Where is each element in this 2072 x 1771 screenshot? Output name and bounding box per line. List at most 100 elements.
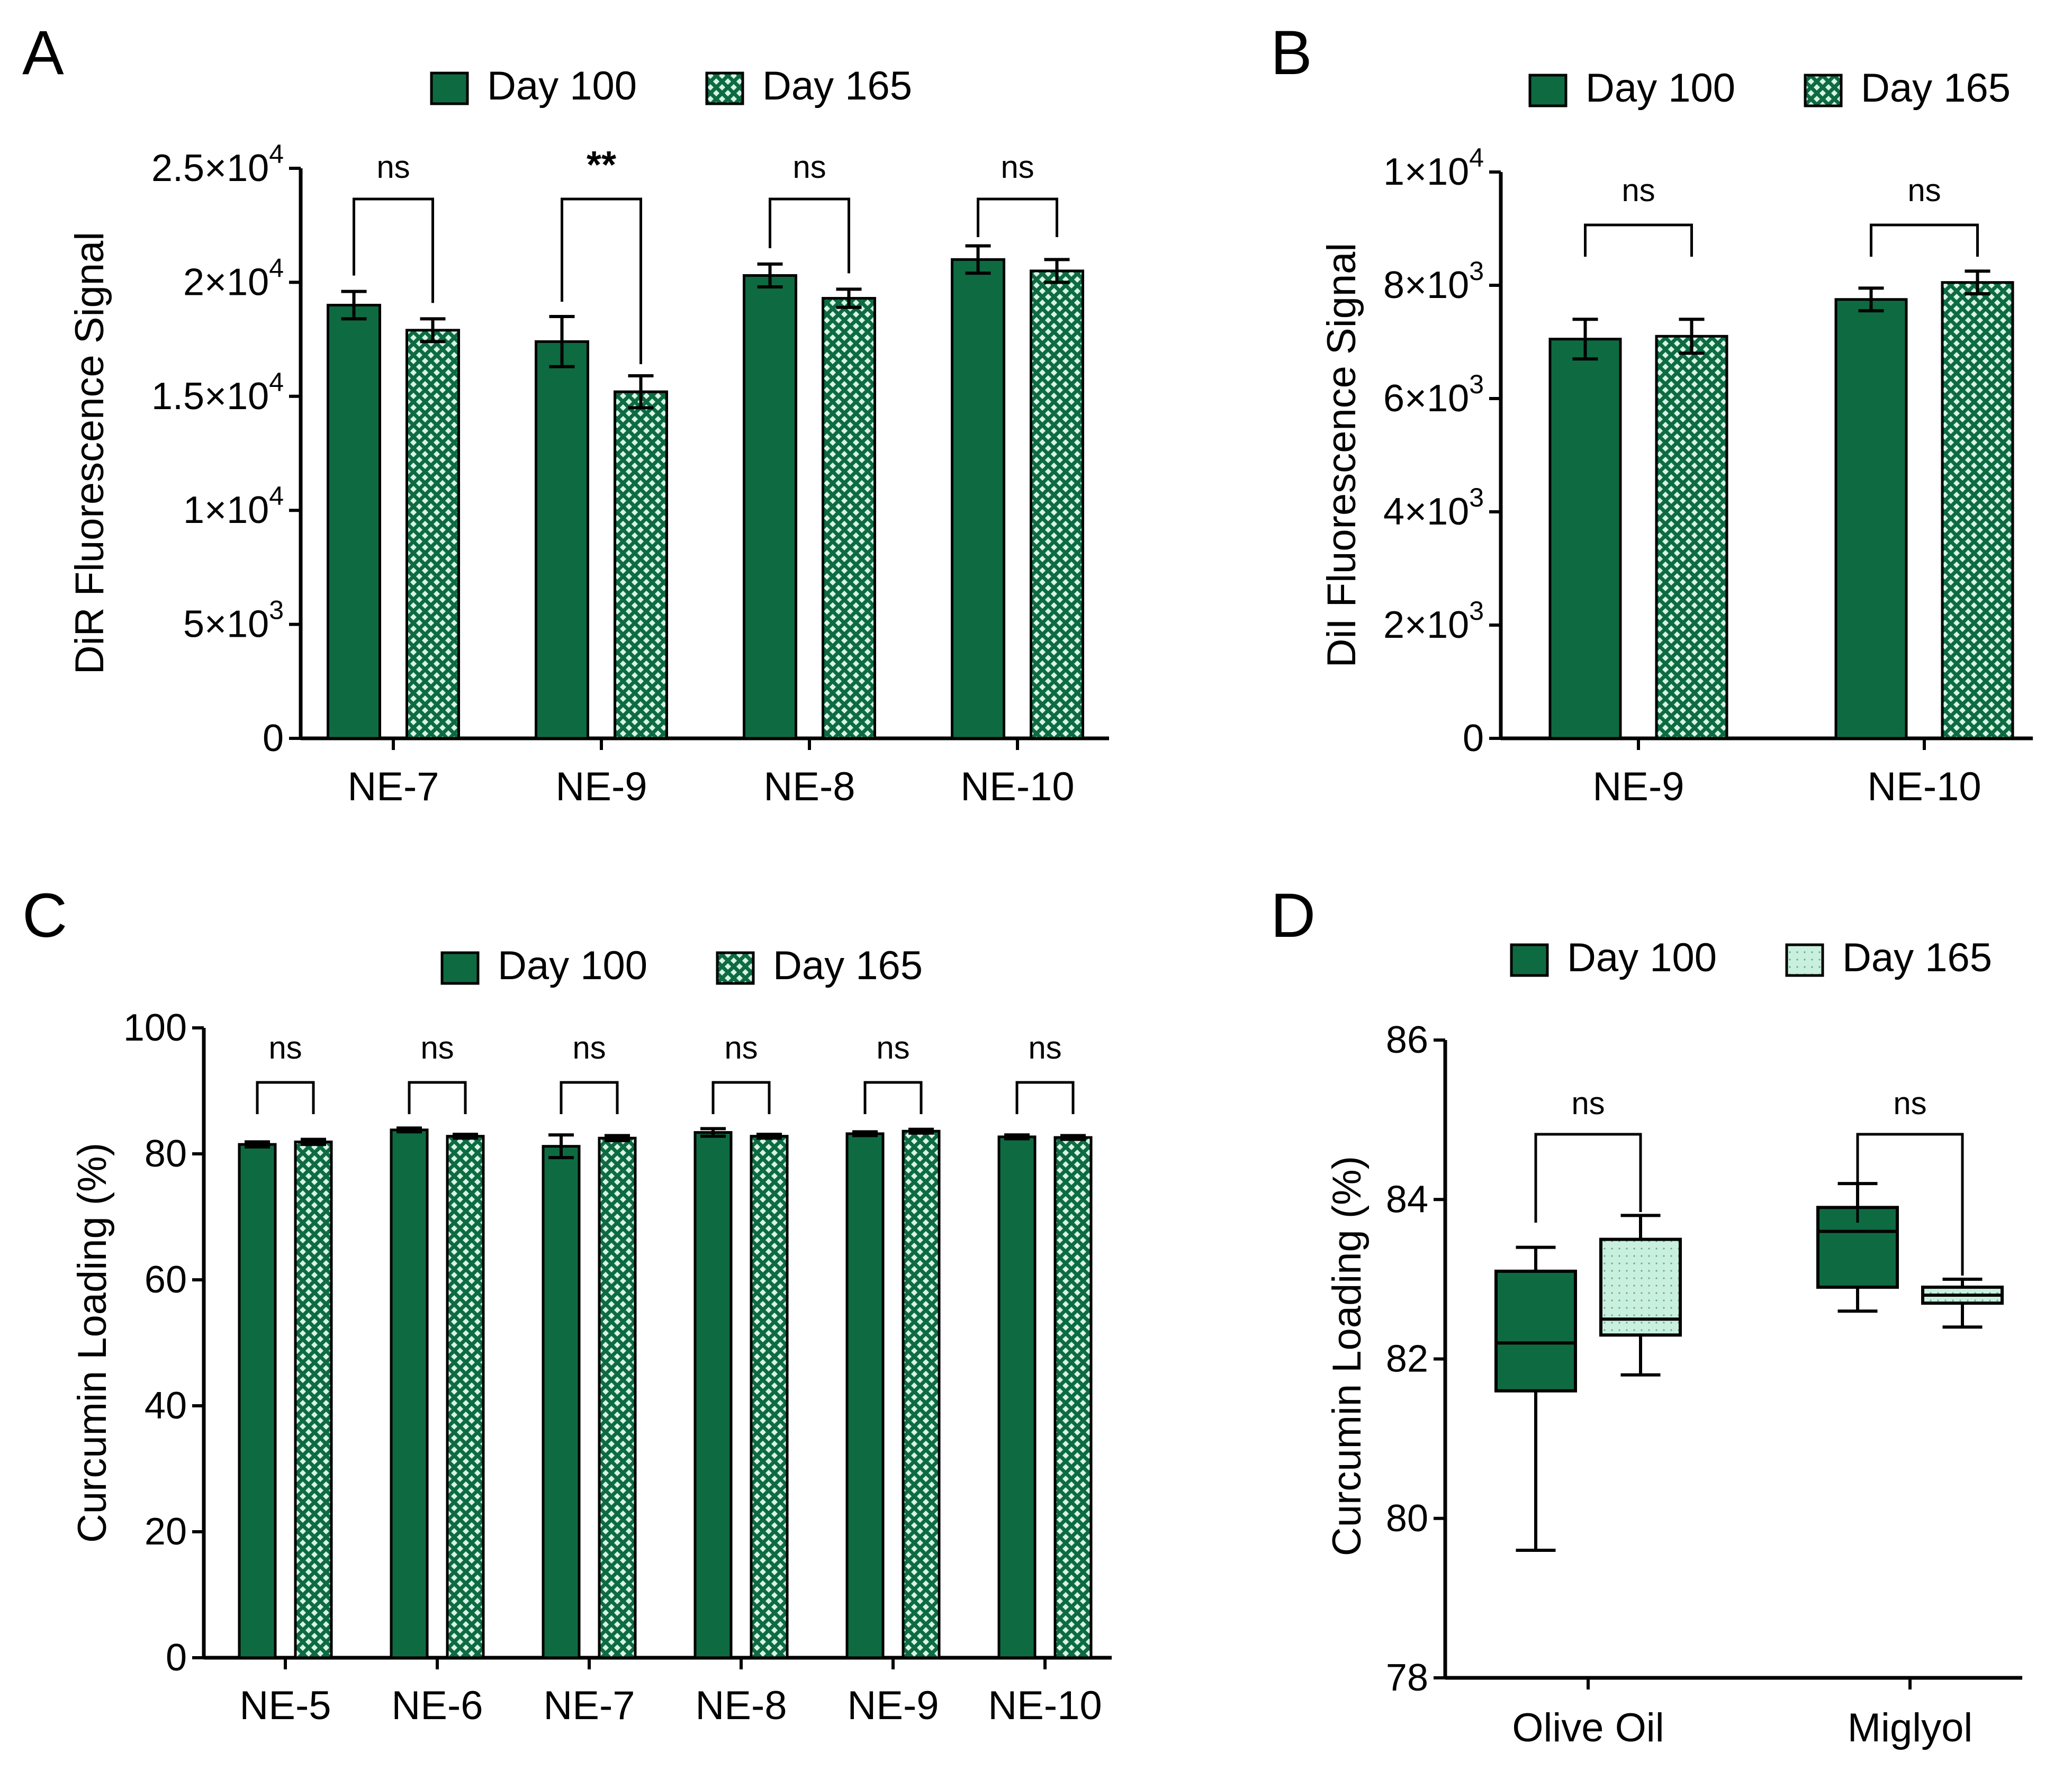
- bar-day100: [535, 340, 589, 740]
- y-tick-label: 2.5×104: [151, 139, 284, 189]
- y-tick-label: 80: [145, 1133, 187, 1175]
- significance-label: ns: [1621, 173, 1655, 208]
- y-tick-exponent: 4: [269, 139, 284, 169]
- legend-swatch-day100: [1528, 74, 1567, 107]
- bar-day100: [238, 1143, 277, 1659]
- significance-bracket: [863, 1081, 923, 1114]
- bar-day165: [750, 1135, 789, 1659]
- box-day165: [1599, 1237, 1682, 1337]
- y-tick-mantissa: 2×10: [1383, 604, 1469, 646]
- significance-label: ns: [376, 149, 410, 185]
- bar-day100: [1834, 298, 1908, 740]
- y-tick-exponent: 4: [269, 481, 284, 511]
- legend: Day 100 Day 165: [1528, 66, 2011, 111]
- x-tick-label: NE-9: [1592, 764, 1684, 809]
- y-tick-label: 86: [1386, 1019, 1428, 1061]
- legend-label-day165: Day 165: [1842, 935, 1992, 980]
- significance-bracket: [1870, 223, 1979, 257]
- bar-day100: [327, 303, 381, 740]
- y-tick-mantissa: 4×10: [1383, 491, 1469, 533]
- significance-bracket: [1015, 1081, 1075, 1114]
- y-tick-mantissa: 8×10: [1383, 264, 1469, 306]
- y-tick-label: 0: [263, 717, 284, 760]
- panel-a: A Day 100 Day 16505×1031×1041.5×1042×1042.…: [22, 18, 1109, 809]
- bar-day100: [845, 1132, 885, 1659]
- bar-day100: [1548, 338, 1622, 740]
- y-tick-mantissa: 1×10: [183, 489, 269, 531]
- panel-d: D Day 100 Day 165 78 80 82 84 86 Curcumin Loadin…: [1271, 881, 2022, 1750]
- y-tick-label: 80: [1386, 1497, 1428, 1540]
- y-tick-label: 20: [145, 1511, 187, 1553]
- y-tick-label: 5×103: [183, 595, 284, 646]
- y-tick-exponent: 3: [1469, 483, 1484, 512]
- legend-swatch-day100: [440, 951, 480, 985]
- legend: Day 100 Day 165: [430, 64, 912, 109]
- x-tick-label: NE-7: [347, 764, 439, 809]
- panel-c: C Day 100 Day 165 0 20 40 60 80 100 Curcumin Load…: [22, 881, 1112, 1728]
- legend-swatch-day165: [716, 951, 755, 985]
- bar-day165: [902, 1130, 941, 1659]
- legend-label-day165: Day 165: [762, 64, 912, 109]
- significance-label: ns: [1893, 1086, 1926, 1121]
- y-tick-label: 40: [145, 1385, 187, 1427]
- bar-day165: [406, 329, 460, 740]
- box-day100: [1494, 1269, 1577, 1393]
- significance-bracket: [560, 1081, 619, 1114]
- significance-bracket: [1856, 1133, 1964, 1276]
- legend-label-day100: Day 100: [1567, 935, 1717, 980]
- panel-letter: B: [1271, 18, 1312, 88]
- bar-day165: [294, 1140, 333, 1659]
- y-tick-label: 0: [1463, 717, 1484, 760]
- y-tick-label: 4×103: [1383, 483, 1484, 533]
- legend-swatch-day100: [430, 71, 469, 105]
- y-tick-label: 1×104: [1383, 143, 1484, 193]
- panel-letter: A: [22, 18, 64, 88]
- y-tick-label: 8×103: [1383, 256, 1484, 306]
- significance-label: ns: [1001, 149, 1034, 185]
- bar-day165: [1941, 281, 2014, 740]
- legend-label-day165: Day 165: [1861, 66, 2011, 111]
- x-tick-label: NE-6: [391, 1683, 483, 1728]
- y-axis-title: DiR Fluorescence Signal: [67, 232, 112, 674]
- legend-label-day100: Day 100: [498, 943, 647, 988]
- y-tick-mantissa: 1×10: [1383, 151, 1469, 193]
- y-tick-label: 1×104: [183, 481, 284, 531]
- y-tick-label: 1.5×104: [151, 367, 284, 418]
- x-tick-label: NE-8: [695, 1683, 787, 1728]
- y-axis-title: Curcumin Loading (%): [1325, 1156, 1370, 1556]
- significance-bracket: [769, 197, 850, 274]
- significance-label: ns: [268, 1030, 302, 1065]
- y-tick-label: 60: [145, 1259, 187, 1301]
- significance-bracket: [561, 197, 642, 365]
- x-tick-label: NE-9: [847, 1683, 939, 1728]
- x-tick-label: NE-5: [239, 1683, 331, 1728]
- bar-day165: [1030, 269, 1084, 740]
- significance-label: ns: [420, 1030, 454, 1065]
- y-tick-label: 2×104: [183, 253, 284, 303]
- legend-swatch-day165: [705, 71, 744, 105]
- bar-day165: [1655, 335, 1728, 740]
- legend: Day 100 Day 165: [440, 943, 923, 988]
- bar-day100: [951, 258, 1005, 740]
- y-tick-exponent: 4: [269, 367, 284, 397]
- panel-letter: D: [1271, 881, 1316, 951]
- significance-bracket: [408, 1081, 467, 1114]
- y-tick-exponent: 3: [1469, 369, 1484, 399]
- x-tick-label: NE-10: [1867, 764, 1981, 809]
- bar-day165: [614, 390, 668, 740]
- significance-bracket: [711, 1081, 771, 1114]
- legend-swatch-day100: [1510, 943, 1549, 977]
- significance-label: ns: [1907, 173, 1941, 208]
- y-tick-mantissa: 2.5×10: [151, 147, 269, 189]
- bar-day100: [743, 274, 797, 740]
- legend-label-day100: Day 100: [1585, 66, 1735, 111]
- significance-label: ns: [1571, 1086, 1605, 1121]
- y-tick-exponent: 4: [1469, 143, 1484, 173]
- bar-day100: [693, 1131, 733, 1659]
- bar-day100: [390, 1128, 429, 1659]
- bar-day100: [542, 1145, 581, 1659]
- x-tick-label: NE-10: [960, 764, 1074, 809]
- bar-day165: [598, 1136, 637, 1659]
